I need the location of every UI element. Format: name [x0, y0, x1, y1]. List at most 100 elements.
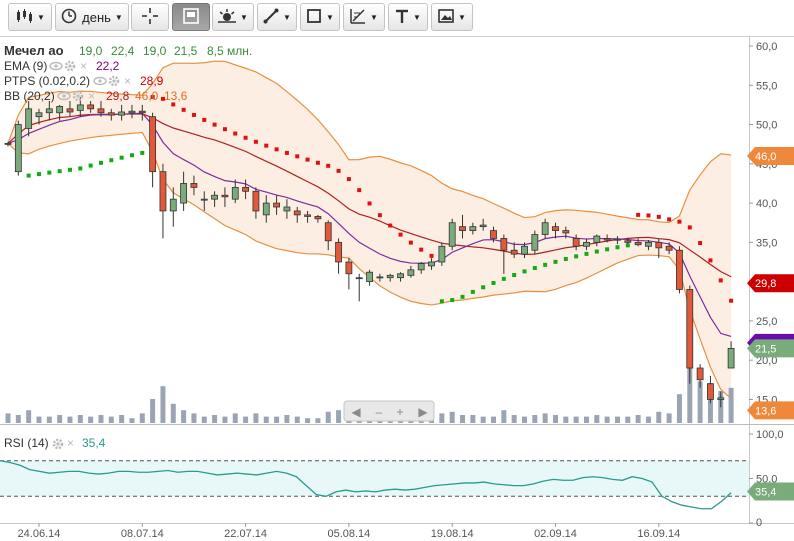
pan-right-button[interactable]: ▶: [418, 405, 428, 419]
sar-dot: [439, 299, 444, 304]
volume-bar: [36, 416, 42, 423]
price-tick-label: 60,0: [756, 41, 777, 53]
candle: [531, 230, 539, 255]
text-tool-button[interactable]: ▼: [388, 3, 428, 31]
candle: [14, 120, 22, 176]
gear-icon[interactable]: [108, 75, 120, 87]
period-label: день: [82, 9, 111, 25]
eye-icon[interactable]: [93, 76, 107, 86]
ptps-name: PTPS (0.02,0.2): [4, 74, 90, 88]
pan-bar: [343, 400, 435, 422]
candle: [490, 226, 497, 243]
pan-left-button[interactable]: ◀: [351, 405, 361, 419]
volume-bar: [460, 415, 466, 423]
volume-bar: [15, 415, 21, 423]
eye-icon[interactable]: [57, 91, 71, 101]
date-tick-label: 16.09.14: [637, 528, 680, 540]
candle: [583, 238, 590, 251]
close-icon[interactable]: ×: [88, 89, 95, 103]
fib-tool-button[interactable]: ▼: [343, 3, 385, 31]
candle-body: [717, 397, 725, 400]
candle: [727, 341, 735, 369]
candle: [510, 242, 518, 259]
sar-dot: [491, 280, 496, 285]
candle: [614, 236, 621, 244]
eye-icon[interactable]: [49, 61, 63, 71]
volume-bar: [656, 411, 662, 423]
price-tick-label: 25,0: [756, 316, 777, 328]
candle-body: [14, 124, 22, 173]
price-tick-label: 20,0: [756, 355, 777, 367]
shape-tool-button[interactable]: ▼: [300, 3, 340, 31]
indicators-button[interactable]: ▼: [212, 3, 254, 31]
zoom-in-button[interactable]: +: [396, 405, 403, 419]
candle-body: [87, 104, 95, 110]
candle-body: [500, 238, 508, 251]
candle: [448, 218, 456, 251]
gear-icon[interactable]: [72, 90, 84, 102]
gear-icon[interactable]: [64, 60, 76, 72]
candle-body: [242, 186, 249, 192]
candle-body: [603, 238, 611, 241]
volume-bar: [315, 418, 321, 423]
candles-button[interactable]: ▼: [8, 3, 52, 31]
candle-body: [293, 210, 301, 216]
close-icon[interactable]: ×: [80, 59, 87, 73]
candle-body: [541, 222, 549, 235]
gear-icon[interactable]: [52, 438, 64, 450]
candle: [676, 246, 683, 294]
sar-dot: [367, 201, 372, 206]
candle: [304, 210, 311, 223]
ptps-value: 28,9: [140, 74, 164, 88]
candle-body: [304, 214, 311, 217]
candle: [252, 187, 260, 219]
price-label: 46,0: [747, 146, 794, 165]
rsi-tick-label: 100,0: [756, 429, 784, 441]
candle-body: [314, 216, 322, 220]
volume-bar: [449, 411, 455, 423]
volume-bar: [542, 413, 548, 423]
sar-dot: [202, 117, 207, 122]
sar-dot: [88, 163, 93, 168]
candle: [107, 108, 115, 121]
layout-button[interactable]: [172, 3, 210, 31]
candle: [521, 242, 528, 259]
candle: [634, 238, 642, 247]
chevron-down-icon: ▼: [283, 12, 291, 22]
crosshair-button[interactable]: [131, 3, 169, 31]
candle-body: [645, 241, 652, 247]
volume-bar: [77, 415, 83, 423]
candle-body: [138, 110, 146, 114]
candle: [66, 100, 74, 117]
sar-dot: [429, 253, 434, 258]
candle-body: [386, 274, 394, 279]
price-label: 21,5: [747, 339, 794, 358]
line-tool-button[interactable]: ▼: [257, 3, 297, 31]
zoom-out-button[interactable]: –: [376, 405, 383, 419]
candle: [479, 218, 487, 231]
close-icon[interactable]: ×: [124, 74, 131, 88]
volume-bar: [181, 410, 187, 423]
image-tool-button[interactable]: ▼: [431, 3, 473, 31]
period-button[interactable]: день ▼: [55, 3, 129, 31]
close-icon[interactable]: ×: [67, 436, 74, 450]
bb-middle: 29,8: [106, 89, 130, 103]
ticker-name: Мечел ао: [4, 43, 64, 58]
candle: [200, 191, 208, 211]
candles[interactable]: [4, 97, 735, 408]
sar-dot: [119, 155, 124, 160]
candle-body: [169, 198, 177, 212]
sar-dot: [284, 150, 289, 155]
volume-bar: [243, 416, 249, 423]
volume-bar: [222, 416, 228, 423]
quote-close: 21,5: [174, 44, 198, 58]
quote-low: 19,0: [143, 44, 167, 58]
candle: [417, 261, 425, 274]
volume-bar: [728, 387, 734, 423]
volume-bar: [697, 381, 703, 423]
candle-body: [448, 222, 456, 247]
candle-body: [324, 222, 332, 242]
candle: [262, 195, 270, 223]
sar-dot: [605, 247, 610, 252]
